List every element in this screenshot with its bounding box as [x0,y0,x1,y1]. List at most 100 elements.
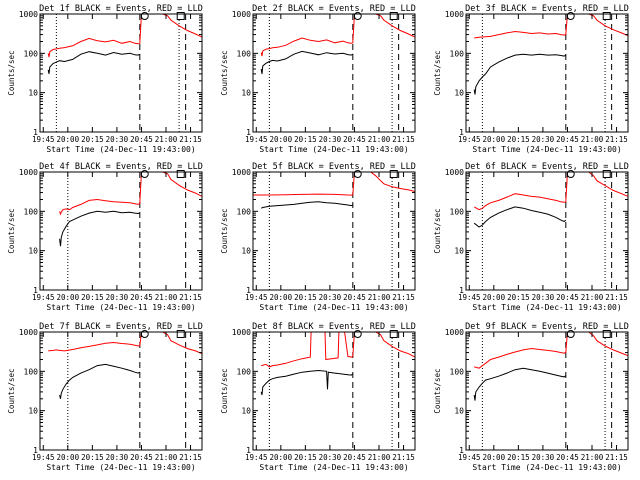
y-tick-label: 1000 [445,328,464,337]
series-line-events [473,206,567,228]
x-tick-label: 19:45 [245,135,268,144]
x-tick-label: 21:15 [605,293,628,302]
x-tick-label: 20:15 [507,453,530,462]
series-line-lld [260,14,415,57]
chart-panel-2: 1 10 100 1000 19:45 20:00 20:15 20:30 20:45 21:00… [220,4,416,154]
x-tick-label: 21:00 [581,453,604,462]
x-tick-label: 19:45 [245,293,268,302]
x-tick-label: 20:45 [556,453,579,462]
y-tick-label: 1 [459,446,464,455]
y-tick-label: 1 [33,128,38,137]
y-axis-label: Counts/sec [220,208,229,253]
x-tick-label: 20:45 [556,135,579,144]
chart-title: Det 9f BLACK = Events, RED = LLD [465,322,629,332]
series-line-lld [473,172,628,211]
x-tick-label: 19:45 [32,453,55,462]
x-tick-label: 20:30 [532,453,555,462]
x-tick-label: 20:00 [483,293,506,302]
x-tick-label: 20:45 [343,453,366,462]
y-tick-label: 100 [450,49,465,58]
end-marker [602,330,611,338]
y-tick-label: 1 [33,286,38,295]
y-tick-label: 100 [24,367,39,376]
x-tick-label: 21:00 [581,293,604,302]
y-tick-label: 1000 [19,168,38,177]
x-axis-label: Start Time (24-Dec-11 19:43:00) [472,303,621,312]
series-line-events [59,363,141,399]
y-tick-label: 1 [459,286,464,295]
chart-title: Det 1f BLACK = Events, RED = LLD [39,4,203,14]
y-tick-label: 1000 [445,10,464,19]
y-tick-label: 1000 [19,328,38,337]
x-tick-label: 20:00 [57,293,80,302]
y-tick-label: 100 [450,367,465,376]
plot-frame [465,171,629,291]
x-tick-label: 20:00 [483,453,506,462]
x-tick-label: 19:45 [458,293,481,302]
x-tick-label: 20:15 [294,135,317,144]
y-tick-label: 10 [454,247,464,256]
y-tick-label: 10 [454,89,464,98]
x-tick-label: 19:45 [32,293,55,302]
y-tick-label: 100 [237,207,252,216]
y-tick-label: 1000 [232,10,251,19]
x-tick-label: 21:00 [155,293,178,302]
x-axis-label: Start Time (24-Dec-11 19:43:00) [472,463,621,472]
y-tick-label: 10 [454,407,464,416]
x-tick-label: 20:15 [294,293,317,302]
x-tick-label: 20:15 [81,135,104,144]
chart-panel-9: 1 10 100 1000 19:45 20:00 20:15 20:30 20:45 21:00… [433,322,629,472]
y-tick-label: 100 [24,49,39,58]
x-axis-label: Start Time (24-Dec-11 19:43:00) [46,463,195,472]
x-tick-label: 21:15 [392,453,415,462]
series-line-lld [47,14,202,58]
series-line-lld [253,172,415,196]
y-tick-label: 1 [246,446,251,455]
x-tick-label: 20:30 [532,135,555,144]
y-tick-label: 10 [28,407,38,416]
y-tick-label: 100 [237,49,252,58]
x-tick-label: 19:45 [458,135,481,144]
chart-panel-5: 1 10 100 1000 19:45 20:00 20:15 20:30 20:45 21:00… [220,162,416,312]
end-marker [389,170,398,178]
x-tick-label: 20:45 [343,293,366,302]
x-tick-label: 20:45 [130,293,153,302]
x-tick-label: 20:45 [130,453,153,462]
y-tick-label: 10 [28,89,38,98]
x-tick-label: 20:15 [81,293,104,302]
y-tick-label: 1 [33,446,38,455]
plot-frame [39,13,203,133]
x-tick-label: 20:00 [483,135,506,144]
y-tick-label: 10 [241,407,251,416]
x-axis-label: Start Time (24-Dec-11 19:43:00) [259,463,408,472]
x-axis-label: Start Time (24-Dec-11 19:43:00) [259,145,408,154]
y-tick-label: 1 [459,128,464,137]
y-tick-label: 10 [28,247,38,256]
x-tick-label: 20:45 [343,135,366,144]
series-line-events [260,201,353,209]
y-axis-label: Counts/sec [433,368,442,413]
x-tick-label: 21:15 [392,293,415,302]
x-tick-label: 20:00 [270,453,293,462]
chart-panel-4: 1 10 100 1000 19:45 20:00 20:15 20:30 20:45 21:00… [7,162,203,312]
y-tick-label: 10 [241,89,251,98]
chart-panel-6: 1 10 100 1000 19:45 20:00 20:15 20:30 20:45 21:00… [433,162,629,312]
series-line-events [47,51,141,74]
x-tick-label: 20:00 [270,135,293,144]
x-tick-label: 20:30 [319,135,342,144]
plot-frame [252,13,416,133]
series-line-lld [474,332,628,369]
x-tick-label: 20:30 [106,135,129,144]
y-tick-label: 1000 [445,168,464,177]
y-axis-label: Counts/sec [220,50,229,95]
y-axis-label: Counts/sec [7,50,16,95]
x-tick-label: 21:00 [581,135,604,144]
end-marker [389,12,398,20]
end-marker [602,12,611,20]
chart-title: Det 6f BLACK = Events, RED = LLD [465,162,629,172]
series-line-events [260,369,354,396]
x-tick-label: 20:30 [319,293,342,302]
x-tick-label: 20:00 [57,135,80,144]
